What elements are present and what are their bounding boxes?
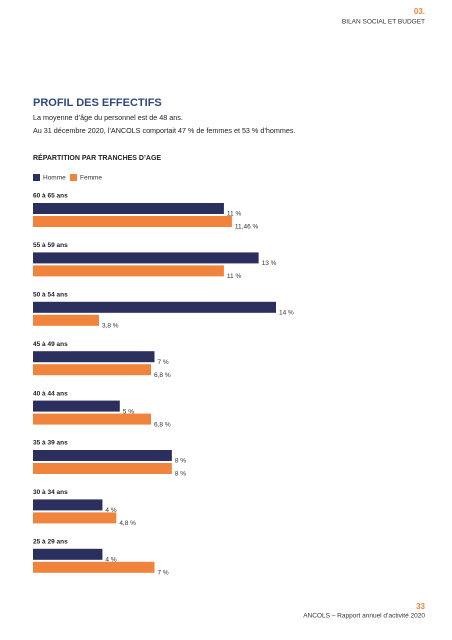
category-label: 25 à 29 ans bbox=[33, 539, 68, 546]
bar bbox=[33, 548, 103, 560]
value-label: 13 % bbox=[262, 260, 277, 267]
value-label: 6,8 % bbox=[154, 421, 171, 428]
category-label: 35 à 39 ans bbox=[33, 440, 68, 447]
bar bbox=[33, 216, 232, 227]
chapter-title: BILAN SOCIAL ET BUDGET bbox=[342, 19, 425, 26]
bar bbox=[33, 450, 172, 461]
bar bbox=[33, 203, 224, 214]
bar bbox=[33, 252, 259, 264]
legend-swatch bbox=[33, 174, 40, 181]
category-label: 50 à 54 ans bbox=[33, 292, 68, 299]
bar bbox=[33, 512, 117, 524]
chart-title: RÉPARTITION PAR TRANCHES D’AGE bbox=[33, 153, 161, 162]
bar bbox=[33, 413, 152, 425]
value-label: 8 % bbox=[175, 458, 186, 465]
value-label: 6,8 % bbox=[154, 372, 171, 379]
category-label: 60 à 65 ans bbox=[33, 193, 68, 200]
value-label: 4 % bbox=[105, 507, 116, 514]
legend-label: Femme bbox=[80, 175, 102, 182]
value-label: 7 % bbox=[158, 570, 169, 577]
category-label: 45 à 49 ans bbox=[33, 341, 68, 348]
value-label: 8 % bbox=[175, 471, 186, 478]
section-title: PROFIL DES EFFECTIFS bbox=[33, 97, 162, 109]
bar bbox=[33, 561, 155, 573]
category-label: 55 à 59 ans bbox=[33, 242, 68, 249]
bar bbox=[33, 351, 155, 363]
bar bbox=[33, 463, 172, 474]
value-label: 14 % bbox=[279, 310, 294, 317]
value-label: 5 % bbox=[123, 408, 134, 415]
legend-label: Homme bbox=[43, 175, 66, 182]
bar bbox=[33, 400, 120, 412]
chapter-number: 03. bbox=[414, 7, 425, 16]
value-label: 4,8 % bbox=[119, 520, 136, 527]
paragraph: La moyenne d’âge du personnel est de 48 … bbox=[33, 113, 183, 122]
value-label: 11,46 % bbox=[235, 224, 259, 231]
page-number: 33 bbox=[416, 602, 425, 611]
paragraph: Au 31 décembre 2020, l’ANCOLS comportait… bbox=[33, 126, 295, 135]
category-label: 30 à 34 ans bbox=[33, 489, 68, 496]
legend-swatch bbox=[70, 174, 77, 181]
bar bbox=[33, 499, 103, 511]
value-label: 7 % bbox=[158, 359, 169, 366]
value-label: 4 % bbox=[105, 557, 116, 564]
value-label: 11 % bbox=[227, 211, 242, 218]
category-label: 40 à 44 ans bbox=[33, 390, 68, 397]
footer-text: ANCOLS – Rapport annuel d’activité 2020 bbox=[303, 613, 425, 620]
value-label: 3,8 % bbox=[102, 323, 119, 330]
bar bbox=[33, 314, 99, 326]
bar bbox=[33, 364, 152, 376]
bar bbox=[33, 265, 224, 277]
value-label: 11 % bbox=[227, 273, 242, 280]
bar bbox=[33, 301, 276, 313]
